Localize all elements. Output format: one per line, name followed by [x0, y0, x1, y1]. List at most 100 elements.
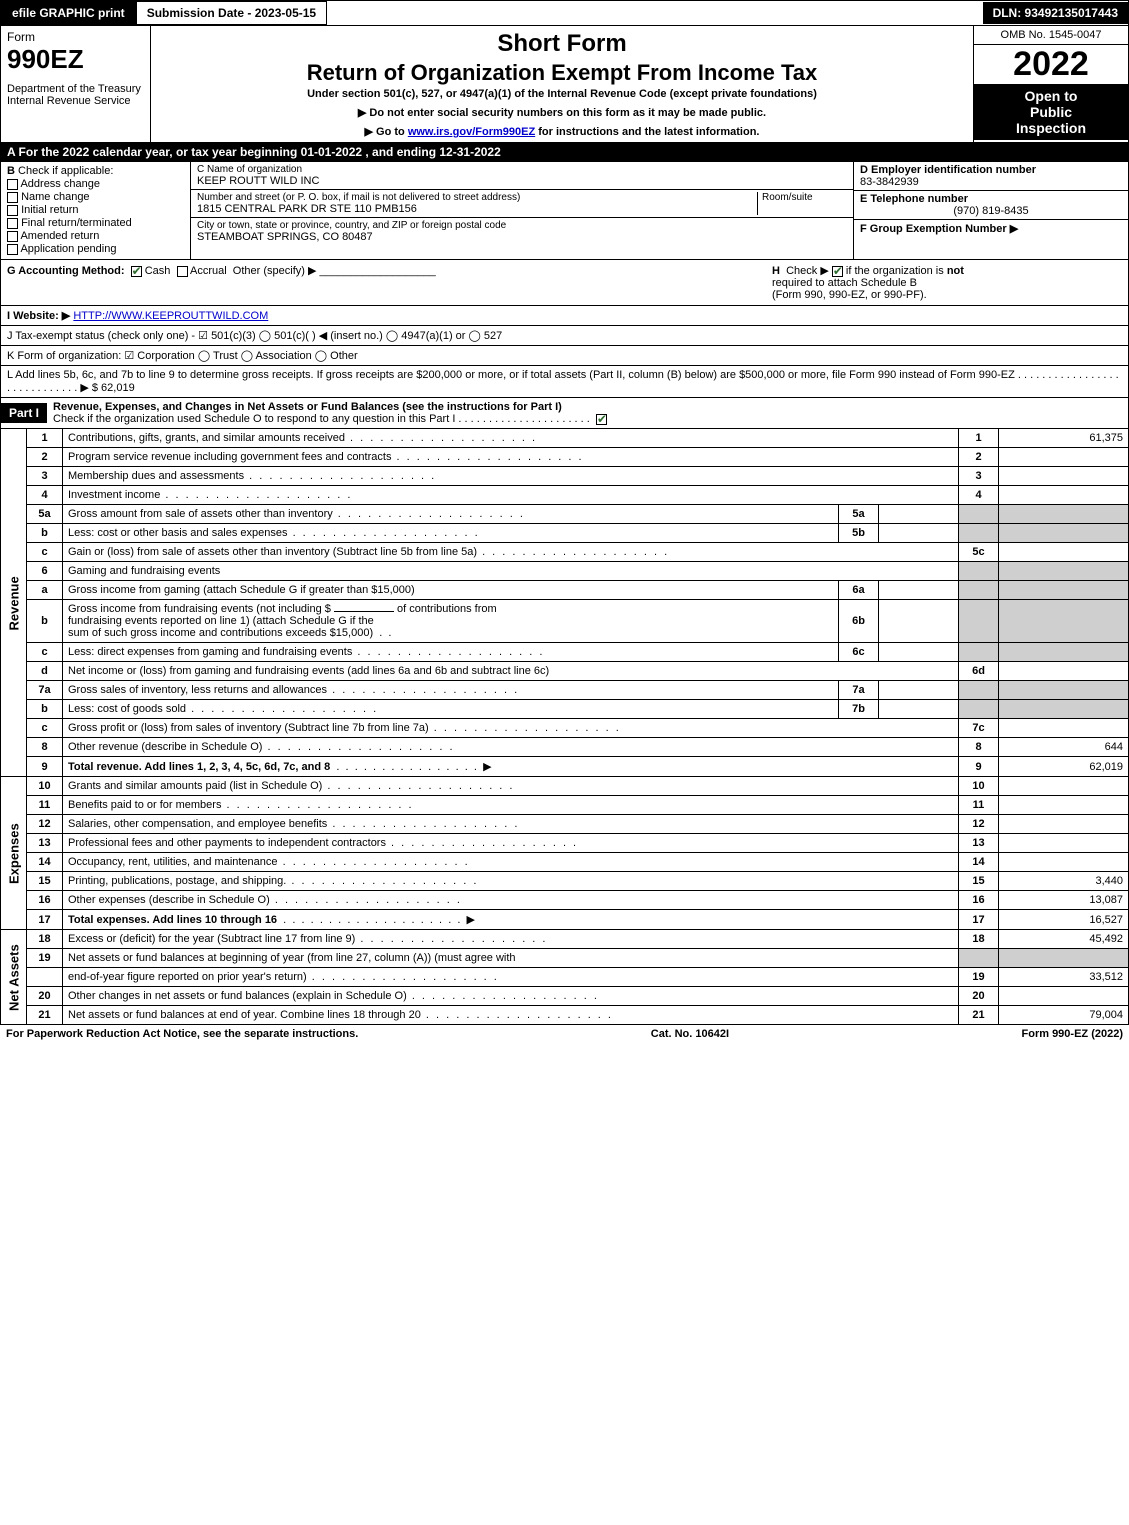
h-text1: Check ▶ [786, 265, 829, 277]
l19b-num [27, 968, 63, 987]
line-19a: 19 Net assets or fund balances at beginn… [1, 949, 1129, 968]
h-letter: H [772, 265, 780, 277]
chk-application-pending[interactable]: Application pending [7, 243, 184, 255]
form-table: Revenue 1 Contributions, gifts, grants, … [0, 429, 1129, 1025]
chk-schedule-o[interactable] [596, 414, 607, 425]
l5a-desc: Gross amount from sale of assets other t… [63, 505, 839, 524]
l15-num: 15 [27, 872, 63, 891]
l-amount: $ 62,019 [92, 382, 135, 394]
l15-box: 15 [959, 872, 999, 891]
l8-desc: Other revenue (describe in Schedule O) [63, 738, 959, 757]
chk-amended-return[interactable]: Amended return [7, 230, 184, 242]
l8-num: 8 [27, 738, 63, 757]
l3-desc: Membership dues and assessments [63, 467, 959, 486]
l1-box: 1 [959, 429, 999, 448]
part-i-title: Revenue, Expenses, and Changes in Net As… [53, 401, 562, 413]
l20-val [999, 987, 1129, 1006]
l6a-shade1 [959, 581, 999, 600]
instruction-goto: ▶ Go to www.irs.gov/Form990EZ for instru… [159, 125, 965, 138]
row-g-h: G Accounting Method: Cash Accrual Other … [0, 260, 1129, 306]
l17-desc: Total expenses. Add lines 10 through 16 … [63, 910, 959, 930]
form-word: Form [7, 30, 35, 44]
l12-desc: Salaries, other compensation, and employ… [63, 815, 959, 834]
line-19b: end-of-year figure reported on prior yea… [1, 968, 1129, 987]
footer-left: For Paperwork Reduction Act Notice, see … [6, 1028, 358, 1040]
d-cell: D Employer identification number 83-3842… [854, 162, 1128, 191]
part-i-header-row: Part I Revenue, Expenses, and Changes in… [0, 398, 1129, 429]
l3-box: 3 [959, 467, 999, 486]
chk-final-return[interactable]: Final return/terminated [7, 217, 184, 229]
website-link[interactable]: HTTP://WWW.KEEPROUTTWILD.COM [73, 310, 268, 322]
chk-cash[interactable] [131, 266, 142, 277]
addr-value: 1815 CENTRAL PARK DR STE 110 PMB156 [197, 203, 757, 215]
line-5b: b Less: cost or other basis and sales ex… [1, 524, 1129, 543]
l16-box: 16 [959, 891, 999, 910]
line-2: 2 Program service revenue including gove… [1, 448, 1129, 467]
inst2-post: for instructions and the latest informat… [535, 126, 759, 138]
l6-shade1 [959, 562, 999, 581]
l1-val: 61,375 [999, 429, 1129, 448]
l5c-val [999, 543, 1129, 562]
efile-print-button[interactable]: efile GRAPHIC print [1, 1, 136, 25]
l7c-val [999, 719, 1129, 738]
h-text2: if the organization is [846, 265, 944, 277]
l6a-sval [879, 581, 959, 600]
top-bar: efile GRAPHIC print Submission Date - 20… [0, 0, 1129, 26]
open-to-public: Open to Public Inspection [974, 84, 1128, 140]
submission-date-label: Submission Date - 2023-05-15 [136, 1, 327, 25]
long-title: Return of Organization Exempt From Incom… [159, 60, 965, 86]
l4-box: 4 [959, 486, 999, 505]
i-label: I Website: ▶ [7, 310, 70, 322]
l15-desc: Printing, publications, postage, and shi… [63, 872, 959, 891]
l13-desc: Professional fees and other payments to … [63, 834, 959, 853]
l19-shade1 [959, 949, 999, 968]
irs-link[interactable]: www.irs.gov/Form990EZ [408, 126, 535, 138]
short-form-title: Short Form [159, 30, 965, 58]
l6b-sbox: 6b [839, 600, 879, 643]
l6c-sval [879, 643, 959, 662]
l5a-num: 5a [27, 505, 63, 524]
l17-val: 16,527 [999, 910, 1129, 930]
l7a-shade2 [999, 681, 1129, 700]
l13-box: 13 [959, 834, 999, 853]
l5c-desc: Gain or (loss) from sale of assets other… [63, 543, 959, 562]
part-i-label: Part I [1, 403, 47, 423]
tax-year: 2022 [974, 45, 1128, 84]
l10-desc: Grants and similar amounts paid (list in… [63, 777, 959, 796]
line-7b: b Less: cost of goods sold 7b [1, 700, 1129, 719]
l5a-shade2 [999, 505, 1129, 524]
l7c-desc: Gross profit or (loss) from sales of inv… [63, 719, 959, 738]
l7c-num: c [27, 719, 63, 738]
chk-schedule-b[interactable] [832, 266, 843, 277]
l18-num: 18 [27, 930, 63, 949]
line-7c: c Gross profit or (loss) from sales of i… [1, 719, 1129, 738]
h-text3: required to attach Schedule B [772, 277, 917, 289]
chk-accrual[interactable] [177, 266, 188, 277]
l7b-desc: Less: cost of goods sold [63, 700, 839, 719]
l7b-shade2 [999, 700, 1129, 719]
l8-val: 644 [999, 738, 1129, 757]
chk-name-change[interactable]: Name change [7, 191, 184, 203]
l6c-shade2 [999, 643, 1129, 662]
l5b-desc: Less: cost or other basis and sales expe… [63, 524, 839, 543]
l5a-sval [879, 505, 959, 524]
l19-val: 33,512 [999, 968, 1129, 987]
l6d-num: d [27, 662, 63, 681]
f-label: F Group Exemption Number ▶ [860, 223, 1018, 235]
line-21: 21 Net assets or fund balances at end of… [1, 1006, 1129, 1025]
l5b-sval [879, 524, 959, 543]
open2: Public [978, 104, 1124, 120]
l21-val: 79,004 [999, 1006, 1129, 1025]
l5c-num: c [27, 543, 63, 562]
l12-box: 12 [959, 815, 999, 834]
l21-desc: Net assets or fund balances at end of ye… [63, 1006, 959, 1025]
l5a-shade1 [959, 505, 999, 524]
line-9: 9 Total revenue. Add lines 1, 2, 3, 4, 5… [1, 757, 1129, 777]
section-a: A For the 2022 calendar year, or tax yea… [0, 143, 1129, 162]
chk-initial-return[interactable]: Initial return [7, 204, 184, 216]
l13-num: 13 [27, 834, 63, 853]
l6-num: 6 [27, 562, 63, 581]
l7b-shade1 [959, 700, 999, 719]
addr-label: Number and street (or P. O. box, if mail… [197, 192, 757, 203]
chk-address-change[interactable]: Address change [7, 178, 184, 190]
